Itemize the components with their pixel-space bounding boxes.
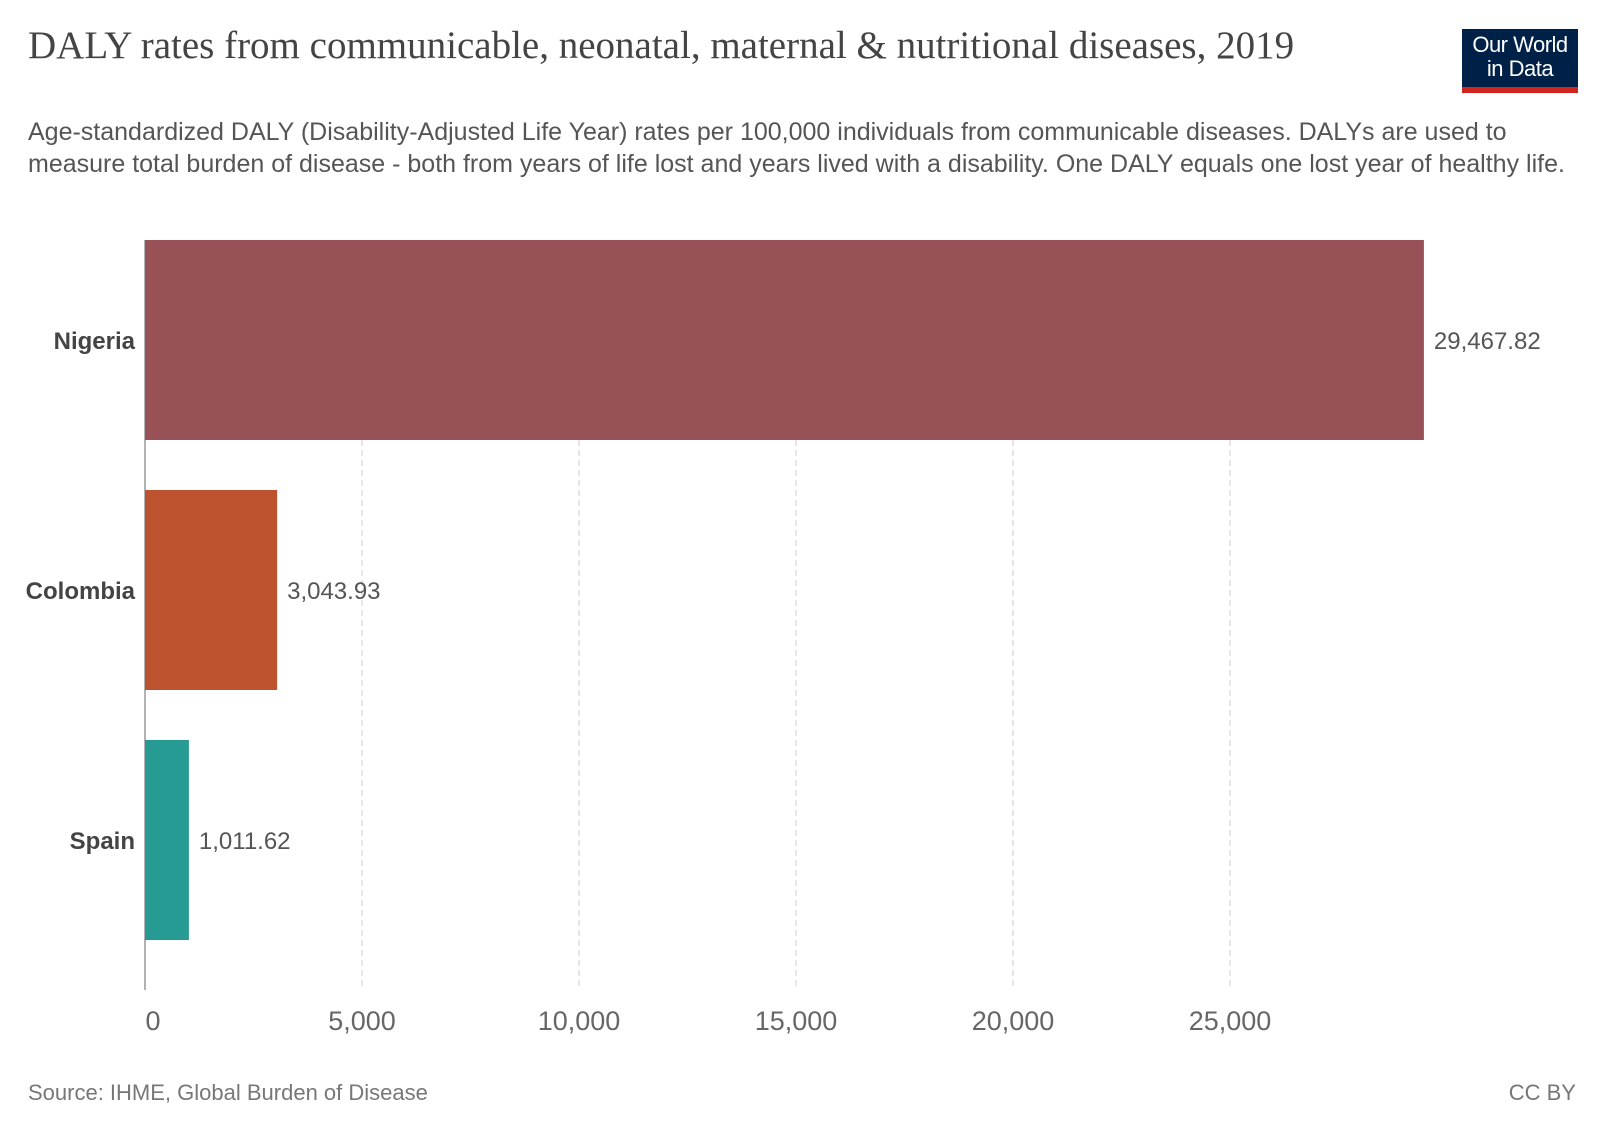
bar-chart: 0 5,000 10,000 15,000 20,000 25,000 Nigeria 29,… [26, 240, 1541, 1036]
bar-nigeria [145, 240, 1424, 440]
x-tick-label: 0 [145, 1006, 160, 1036]
x-tick-label: 10,000 [538, 1006, 621, 1036]
license-note[interactable]: CC BY [1508, 1080, 1576, 1105]
x-tick-label: 20,000 [972, 1006, 1055, 1036]
category-label: Spain [70, 828, 135, 855]
source-note[interactable]: Source: IHME, Global Burden of Disease [28, 1080, 428, 1105]
x-tick-label: 5,000 [328, 1006, 396, 1036]
owid-logo[interactable]: Our World in Data [1462, 29, 1578, 93]
value-label: 1,011.62 [199, 828, 291, 855]
x-tick-label: 25,000 [1189, 1006, 1272, 1036]
bar-spain [145, 740, 189, 940]
bar-colombia [145, 490, 278, 690]
value-label: 3,043.93 [287, 578, 380, 605]
chart-title: DALY rates from communicable, neonatal, … [28, 24, 1295, 67]
category-label: Colombia [26, 578, 136, 605]
logo-line-1: Our World [1472, 32, 1568, 57]
logo-line-2: in Data [1486, 56, 1554, 81]
x-tick-label: 15,000 [755, 1006, 838, 1036]
chart-subtitle: Age-standardized DALY (Disability-Adjust… [28, 118, 1565, 178]
category-label: Nigeria [54, 328, 136, 355]
value-label: 29,467.82 [1434, 328, 1541, 355]
